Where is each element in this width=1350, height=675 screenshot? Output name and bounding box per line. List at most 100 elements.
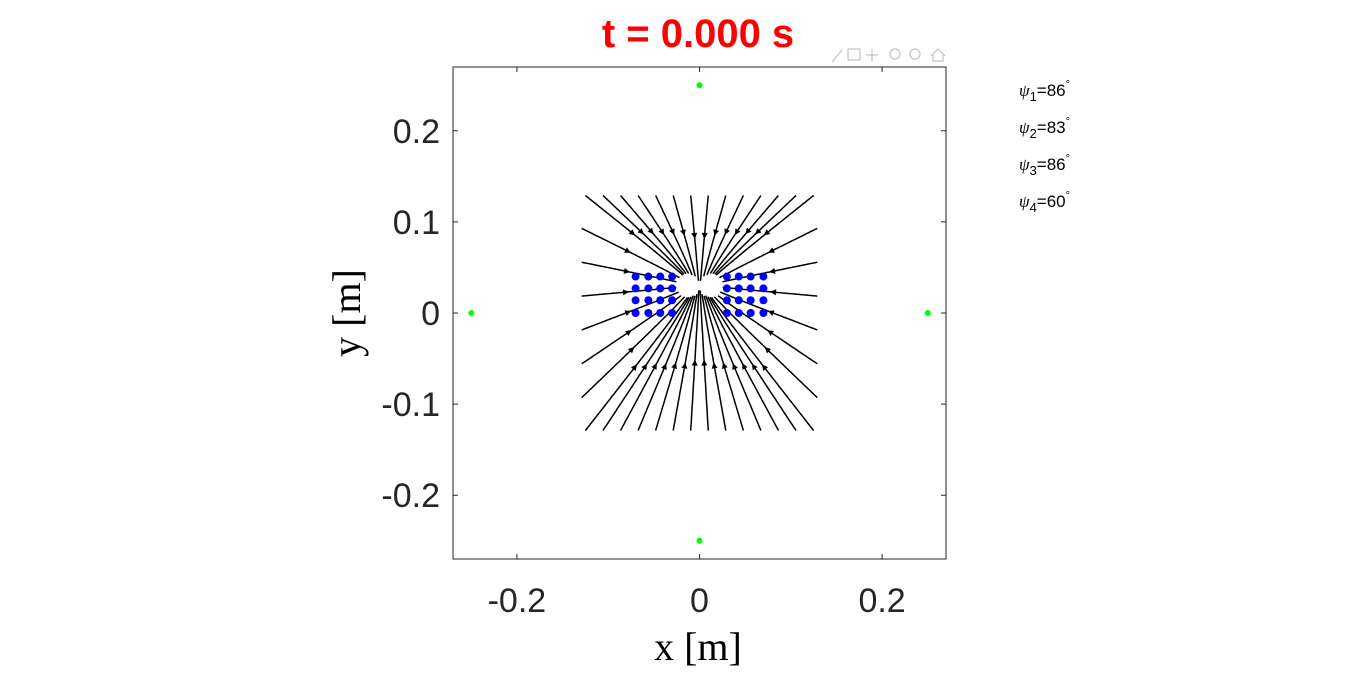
- streamline-arrow: [768, 247, 775, 253]
- y-tick-label: 0.2: [393, 113, 440, 151]
- annotation-value: =86: [1037, 155, 1066, 174]
- particle: [631, 284, 640, 293]
- source-point: [696, 82, 703, 89]
- y-ticks: 0.2 0.1 0 -0.1 -0.2: [381, 113, 946, 515]
- y-tick-label: 0: [421, 295, 440, 333]
- streamline-arrow: [641, 363, 648, 371]
- streamline: [701, 294, 727, 431]
- streamline: [719, 227, 818, 279]
- particle: [759, 284, 768, 293]
- annotation-value: =60: [1037, 192, 1066, 211]
- streamline: [710, 296, 815, 431]
- streamline-arrow: [658, 228, 665, 235]
- streamline-arrow: [767, 310, 775, 316]
- streamline-arrow: [627, 347, 635, 354]
- streamline: [602, 194, 685, 275]
- streamline: [584, 296, 689, 431]
- particle: [656, 309, 665, 317]
- particle: [656, 284, 665, 293]
- pan-icon[interactable]: [866, 49, 878, 61]
- streamline-arrow: [630, 364, 637, 371]
- particle: [631, 296, 640, 305]
- streamline: [581, 227, 680, 279]
- streamline-arrow: [745, 227, 752, 235]
- annotation-unit: °: [1066, 116, 1070, 128]
- x-tick-label: -0.2: [488, 582, 547, 620]
- particle: [631, 272, 640, 281]
- streamline-arrow: [691, 232, 698, 239]
- source-point: [924, 310, 931, 316]
- zoom-out-icon[interactable]: [909, 48, 921, 60]
- streamline-arrow: [681, 362, 688, 369]
- angle-annotation: ψ2=83°: [1019, 116, 1070, 141]
- annotation-index: 3: [1030, 163, 1037, 178]
- streamline-arrow: [625, 330, 632, 336]
- streamline-arrow: [762, 364, 769, 371]
- streamline: [717, 295, 818, 365]
- streamline-arrow: [724, 228, 730, 235]
- streamline-arrow: [624, 310, 632, 316]
- annotation-symbol: ψ: [1019, 118, 1030, 137]
- particle: [746, 272, 755, 281]
- streamline-arrow: [770, 289, 777, 296]
- streamline-arrow: [769, 267, 776, 274]
- brush-icon[interactable]: [831, 49, 843, 63]
- streamline: [706, 195, 745, 276]
- axes-toolbar[interactable]: [831, 48, 946, 63]
- angle-annotation: ψ1=86°: [1019, 79, 1070, 104]
- streamline-arrow: [701, 232, 708, 239]
- streamline: [619, 194, 687, 275]
- streamline-arrow: [721, 362, 728, 370]
- annotation-unit: °: [1066, 79, 1070, 91]
- angle-annotation: ψ4=60°: [1019, 190, 1070, 215]
- particle: [668, 309, 677, 317]
- streamline-arrow: [661, 363, 667, 370]
- annotation-symbol: ψ: [1019, 192, 1030, 211]
- particle: [644, 272, 653, 281]
- streamline-arrow: [764, 347, 772, 354]
- particle: [734, 296, 743, 305]
- streamline-arrow: [691, 359, 698, 366]
- streamline-arrow: [651, 363, 657, 370]
- streamline-arrow: [623, 267, 630, 274]
- streamline: [654, 195, 693, 276]
- annotation-symbol: ψ: [1019, 81, 1030, 100]
- particle: [722, 272, 731, 281]
- streamline-arrow: [637, 228, 644, 235]
- particles-layer: [631, 272, 768, 317]
- streamline: [581, 295, 682, 365]
- y-tick-label: -0.1: [381, 386, 440, 424]
- particle: [746, 309, 755, 317]
- y-axis-label: y [m]: [324, 269, 369, 357]
- streamline-arrow: [669, 228, 675, 235]
- annotation-value: =83: [1037, 118, 1066, 137]
- annotation-unit: °: [1066, 153, 1070, 165]
- zoom-in-icon[interactable]: [889, 48, 901, 60]
- particle: [759, 296, 768, 305]
- particle: [734, 284, 743, 293]
- datatip-icon[interactable]: [847, 48, 861, 61]
- particle: [668, 284, 677, 293]
- streamline-arrow: [680, 229, 686, 236]
- chart-title: t = 0.000 s: [602, 12, 794, 56]
- streamline-arrow: [624, 247, 631, 253]
- streamline-arrow: [767, 330, 774, 336]
- source-point: [468, 310, 475, 316]
- home-icon[interactable]: [930, 48, 946, 62]
- particle: [722, 296, 731, 305]
- y-tick-label: -0.2: [381, 477, 440, 515]
- particle: [746, 296, 755, 305]
- x-tick-label: 0.2: [858, 582, 905, 620]
- streamline-arrow: [711, 362, 718, 369]
- annotation-unit: °: [1066, 190, 1070, 202]
- streamline: [714, 194, 797, 275]
- particle: [722, 284, 731, 293]
- streamline-arrow: [751, 363, 758, 371]
- streamline-arrow: [732, 363, 738, 370]
- streamline-arrow: [628, 229, 636, 236]
- particle: [656, 272, 665, 281]
- annotation-symbol: ψ: [1019, 155, 1030, 174]
- source-point: [696, 537, 703, 544]
- angle-annotation: ψ3=86°: [1019, 153, 1070, 178]
